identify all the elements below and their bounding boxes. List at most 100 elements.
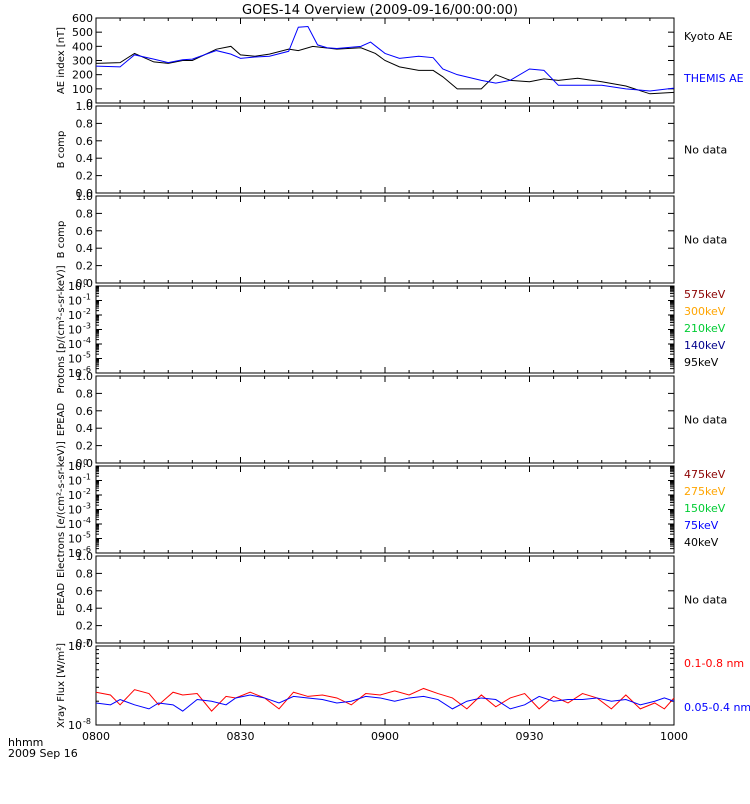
- y-log-tick-label: 10: [68, 533, 82, 546]
- y-log-tick-label: 10: [68, 518, 82, 531]
- y-tick-label: 0.4: [76, 242, 94, 255]
- plot-title: GOES-14 Overview (2009-09-16/00:00:00): [242, 3, 518, 18]
- panel-frame-epead1: [95, 375, 675, 464]
- y-axis-label: AE index [nT]: [56, 27, 67, 94]
- legend-entry: 150keV: [684, 502, 726, 515]
- y-log-tick-exponent: -5: [83, 531, 91, 540]
- y-tick-label: 0.8: [76, 567, 94, 580]
- x-tick-label: 0830: [227, 730, 255, 743]
- no-data-note: No data: [684, 144, 727, 157]
- y-log-tick-exponent: -7: [83, 638, 91, 647]
- y-log-tick-exponent: -1: [83, 293, 91, 302]
- y-axis-label: EPEAD: [56, 403, 67, 437]
- y-tick-label: 0.6: [76, 405, 94, 418]
- y-tick-label: 1.0: [76, 370, 94, 383]
- y-log-tick-exponent: -3: [83, 502, 91, 511]
- y-tick-label: 500: [72, 26, 93, 39]
- y-tick-label: 0.8: [76, 387, 94, 400]
- x-tick-label: 0930: [516, 730, 544, 743]
- no-data-note: No data: [684, 234, 727, 247]
- y-tick-label: 0.8: [76, 117, 94, 130]
- legend-entry: 300keV: [684, 305, 726, 318]
- y-axis-label: Xray Flux [W/m²]: [56, 643, 67, 728]
- footer-date: 2009 Sep 16: [8, 747, 78, 760]
- y-tick-label: 200: [72, 69, 93, 82]
- y-tick-label: 1.0: [76, 190, 94, 203]
- y-tick-label: 100: [72, 83, 93, 96]
- panel-frame-xray: [95, 645, 675, 726]
- y-tick-label: 0.6: [76, 585, 94, 598]
- series-line-xray: [95, 694, 675, 712]
- y-tick-label: 0.2: [76, 440, 94, 453]
- panel-frame-b2: [95, 195, 675, 284]
- legend-entry: 275keV: [684, 485, 726, 498]
- no-data-note: No data: [684, 594, 727, 607]
- series-legend-label: Kyoto AE: [684, 30, 733, 43]
- y-log-tick-exponent: 0: [83, 458, 88, 467]
- y-tick-label: 0: [86, 97, 93, 110]
- y-log-tick-label: 10: [68, 353, 82, 366]
- y-tick-label: 0.4: [76, 602, 94, 615]
- legend-entry: 75keV: [684, 519, 719, 532]
- legend-entry: 140keV: [684, 339, 726, 352]
- y-log-tick-exponent: 0: [83, 278, 88, 287]
- footer-hhmm: hhmm: [8, 736, 43, 749]
- y-tick-label: 0.4: [76, 422, 94, 435]
- legend-entry: 575keV: [684, 288, 726, 301]
- y-tick-label: 0.6: [76, 135, 94, 148]
- y-log-tick-label: 10: [68, 475, 82, 488]
- y-log-tick-exponent: -8: [83, 717, 91, 726]
- y-log-tick-label: 10: [68, 367, 82, 380]
- x-tick-label: 0900: [371, 730, 399, 743]
- y-log-tick-exponent: -1: [83, 473, 91, 482]
- y-tick-label: 0.2: [76, 260, 94, 273]
- y-log-tick-label: 10: [68, 547, 82, 560]
- y-log-tick-exponent: -3: [83, 322, 91, 331]
- y-log-tick-exponent: -6: [83, 545, 91, 554]
- y-tick-label: 300: [72, 55, 93, 68]
- y-axis-label: Protons [p/(cm²-s-sr-keV)]: [56, 265, 67, 393]
- y-tick-label: 0.0: [76, 277, 94, 290]
- series-line-ae: [95, 45, 675, 95]
- y-tick-label: 0.0: [76, 187, 94, 200]
- y-axis-label: EPEAD: [56, 583, 67, 617]
- panel-frame-protons: [95, 285, 675, 374]
- y-log-tick-label: 10: [68, 324, 82, 337]
- series-legend-label: 0.1-0.8 nm: [684, 657, 744, 670]
- panel-frame-b1: [95, 105, 675, 194]
- y-log-tick-exponent: -5: [83, 351, 91, 360]
- y-log-tick-label: 10: [68, 504, 82, 517]
- series-line-xray: [95, 687, 675, 712]
- series-legend-label: THEMIS AE: [683, 72, 744, 85]
- x-tick-label: 1000: [660, 730, 688, 743]
- y-log-tick-label: 10: [68, 719, 82, 732]
- y-log-tick-exponent: -2: [83, 307, 91, 316]
- y-log-tick-label: 10: [68, 295, 82, 308]
- y-tick-label: 0.4: [76, 152, 94, 165]
- y-log-tick-label: 10: [68, 460, 82, 473]
- y-tick-label: 0.6: [76, 225, 94, 238]
- y-log-tick-label: 10: [68, 489, 82, 502]
- y-log-tick-label: 10: [68, 338, 82, 351]
- y-tick-label: 0.8: [76, 207, 94, 220]
- series-line-ae: [95, 25, 675, 92]
- y-tick-label: 400: [72, 40, 93, 53]
- series-legend-label: 0.05-0.4 nm: [684, 701, 750, 714]
- legend-entry: 40keV: [684, 536, 719, 549]
- y-log-tick-exponent: -6: [83, 365, 91, 374]
- y-tick-label: 0.0: [76, 637, 94, 650]
- legend-entry: 210keV: [684, 322, 726, 335]
- y-log-tick-exponent: -4: [83, 336, 91, 345]
- y-log-tick-label: 10: [68, 309, 82, 322]
- y-tick-label: 0.2: [76, 170, 94, 183]
- y-tick-label: 1.0: [76, 100, 94, 113]
- legend-entry: 475keV: [684, 468, 726, 481]
- panel-frame-electrons: [95, 465, 675, 554]
- y-tick-label: 0.0: [76, 457, 94, 470]
- x-tick-label: 0800: [82, 730, 110, 743]
- y-axis-label: Electrons [e/(cm²-s-sr-keV)]: [56, 441, 67, 578]
- y-tick-label: 1.0: [76, 550, 94, 563]
- y-log-tick-exponent: -2: [83, 487, 91, 496]
